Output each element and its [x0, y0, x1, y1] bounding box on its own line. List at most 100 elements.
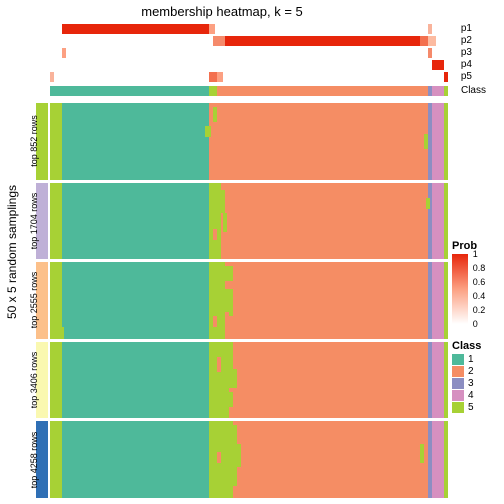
row-annotation-block: top 3406 rows: [36, 339, 48, 419]
legend-prob-tick: 1: [473, 249, 478, 259]
heatmap-panel: [50, 180, 448, 260]
panel-segment: [229, 342, 428, 419]
row-annotation-block: top 2555 rows: [36, 259, 48, 339]
legend-swatch-icon: [452, 366, 464, 377]
panel-noise: [217, 452, 221, 463]
heatmap-panel: [50, 339, 448, 419]
prob-segment: [217, 72, 223, 82]
legend-prob-colorbar: [452, 254, 468, 324]
prob-segment: [213, 36, 225, 46]
panel-segment: [50, 183, 62, 260]
panel-segment: [62, 421, 209, 498]
legend-swatch-label: 5: [468, 402, 474, 413]
legend-prob-tick: 0.2: [473, 305, 486, 315]
prob-segment: [225, 36, 420, 46]
panel-noise: [205, 126, 211, 137]
chart-title: membership heatmap, k = 5: [0, 4, 444, 19]
prob-row-p4: p4: [50, 60, 448, 70]
row-annotation-label: top 4258 rows: [29, 431, 39, 488]
prob-segment: [62, 24, 209, 34]
panel-segment: [62, 342, 209, 419]
prob-row-label: p1: [461, 23, 472, 34]
prob-segment: [420, 36, 428, 46]
panel-segment: [50, 421, 62, 498]
class-segment: [62, 86, 209, 96]
panel-segment: [62, 103, 209, 180]
prob-segment: [428, 48, 432, 58]
panel-segment: [62, 262, 209, 339]
legend-prob-tick: 0: [473, 319, 478, 329]
panel-noise: [229, 300, 233, 315]
prob-row-label: p4: [461, 59, 472, 70]
legend-swatch-label: 4: [468, 390, 474, 401]
prob-segment: [209, 24, 215, 34]
prob-row-p1: p1: [50, 24, 448, 34]
prob-segment: [428, 24, 432, 34]
legend-class-item: 3: [452, 378, 498, 389]
panel-segment: [444, 183, 448, 260]
panel-segment: [432, 183, 444, 260]
legend-swatch-icon: [452, 354, 464, 365]
legend-swatch-label: 3: [468, 378, 474, 389]
legend-swatch-label: 2: [468, 366, 474, 377]
panel-noise: [58, 327, 64, 338]
class-segment: [209, 86, 217, 96]
prob-segment: [50, 72, 54, 82]
class-row-label: Class: [461, 85, 486, 96]
legend-prob: Prob 10.80.60.40.20: [452, 240, 498, 324]
heatmap-main-area: [50, 100, 448, 498]
panel-segment: [221, 183, 428, 260]
class-segment: [50, 86, 62, 96]
prob-segment: [209, 72, 217, 82]
legend-class-item: 4: [452, 390, 498, 401]
panel-segment: [432, 342, 444, 419]
panel-segment: [444, 421, 448, 498]
row-annotation-label: top 1704 rows: [29, 193, 39, 250]
class-segment: [444, 86, 448, 96]
panel-segment: [50, 103, 62, 180]
panel-noise: [213, 107, 217, 122]
row-annotation-block: top 1704 rows: [36, 180, 48, 260]
panel-noise: [233, 444, 241, 467]
legend-class-item: 1: [452, 354, 498, 365]
prob-segment: [62, 48, 66, 58]
legend-class-item: 2: [452, 366, 498, 377]
panel-noise: [213, 229, 217, 240]
panel-segment: [225, 262, 428, 339]
panel-segment: [62, 183, 209, 260]
panel-noise: [219, 190, 225, 213]
legend-prob-tick: 0.4: [473, 291, 486, 301]
panel-noise: [213, 316, 217, 327]
panel-segment: [432, 103, 444, 180]
panel-noise: [225, 266, 233, 281]
heatmap-panel: [50, 259, 448, 339]
legend-swatch-icon: [452, 378, 464, 389]
panel-noise: [217, 357, 221, 372]
class-annotation-row: Class: [50, 86, 448, 96]
prob-row-p2: p2: [50, 36, 448, 46]
row-annotation-block: top 852 rows: [36, 100, 48, 180]
y-axis-label: 50 x 5 random samplings: [5, 185, 19, 319]
class-segment: [432, 86, 444, 96]
panel-segment: [444, 103, 448, 180]
legend-prob-tick: 0.6: [473, 277, 486, 287]
row-annotation-label: top 2555 rows: [29, 272, 39, 329]
legend-swatch-icon: [452, 402, 464, 413]
panel-segment: [50, 342, 62, 419]
legend-prob-tick: 0.8: [473, 263, 486, 273]
prob-row-p5: p5: [50, 72, 448, 82]
panel-noise: [223, 213, 227, 232]
legend-swatch-icon: [452, 390, 464, 401]
prob-row-label: p3: [461, 47, 472, 58]
legend-swatch-label: 1: [468, 354, 474, 365]
prob-segment: [428, 36, 436, 46]
panel-segment: [209, 103, 428, 180]
panel-noise: [426, 198, 430, 209]
row-annotation-label: top 852 rows: [29, 116, 39, 168]
panel-noise: [229, 369, 237, 388]
row-annotation-block: top 4258 rows: [36, 418, 48, 498]
legend-class-title: Class: [452, 340, 498, 352]
panel-segment: [233, 421, 428, 498]
panel-noise: [221, 392, 233, 407]
prob-row-label: p2: [461, 35, 472, 46]
